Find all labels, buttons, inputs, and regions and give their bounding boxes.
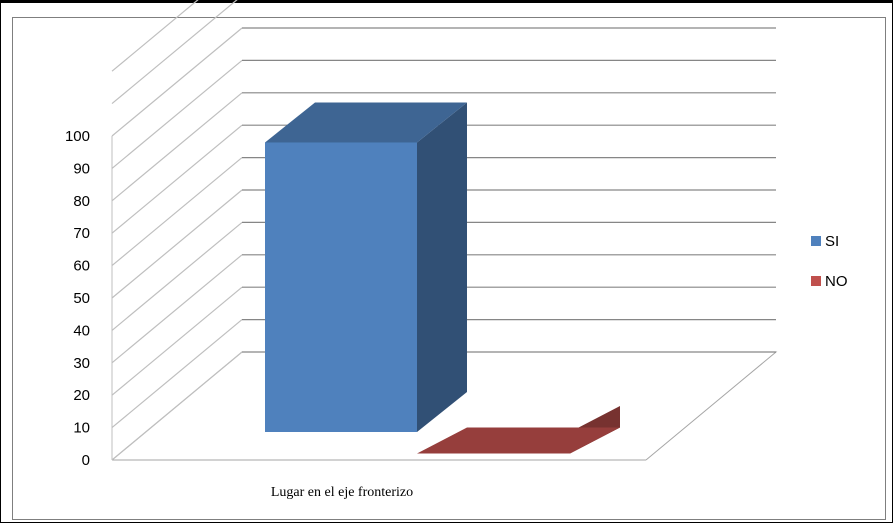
gridline-wall: [111, 319, 243, 429]
y-tick-label: 70: [73, 225, 90, 242]
bar-top-face: [265, 102, 467, 143]
bar-front-face: [265, 142, 417, 433]
y-tick-label: 20: [73, 387, 90, 404]
gridline-wall: [111, 157, 243, 267]
category-label: Lugar en el eje fronterizo: [271, 485, 413, 500]
legend: SI NO: [811, 233, 848, 290]
bar-si: [265, 102, 467, 433]
y-tick-label: 0: [82, 452, 90, 469]
y-tick-label: 80: [73, 193, 90, 210]
legend-label-no: NO: [825, 273, 848, 290]
gridline-wall: [111, 0, 238, 105]
gridline-wall: [111, 92, 243, 202]
gridline-wall: [111, 254, 243, 364]
x-tick-labels: Lugar en el eje fronterizo: [271, 485, 413, 500]
chart-area-border: [12, 17, 886, 520]
bar-side-face: [417, 102, 467, 432]
bar-no: [417, 406, 620, 454]
y-tick-label: 30: [73, 355, 90, 372]
gridline-wall: [111, 189, 243, 299]
y-tick-labels: 0 10 20 30 40 50 60 70 80 90 100: [65, 128, 90, 469]
gridline-wall: [111, 221, 243, 331]
y-tick-label: 40: [73, 322, 90, 339]
gridline-wall: [111, 27, 243, 137]
y-tick-label: 10: [73, 420, 90, 437]
gridline-wall: [111, 286, 243, 396]
legend-label-si: SI: [825, 233, 839, 250]
gridline-wall: [111, 351, 243, 461]
legend-swatch-no: [811, 276, 821, 286]
gridline-wall: [111, 124, 243, 234]
gridline-wall: [111, 0, 199, 72]
y-tick-label: 60: [73, 258, 90, 275]
bars: [265, 102, 620, 454]
legend-swatch-si: [811, 236, 821, 246]
y-tick-label: 100: [65, 128, 90, 145]
bar-top-face: [417, 427, 620, 454]
gridline-wall: [111, 59, 243, 169]
y-tick-label: 90: [73, 160, 90, 177]
y-tick-label: 50: [73, 290, 90, 307]
